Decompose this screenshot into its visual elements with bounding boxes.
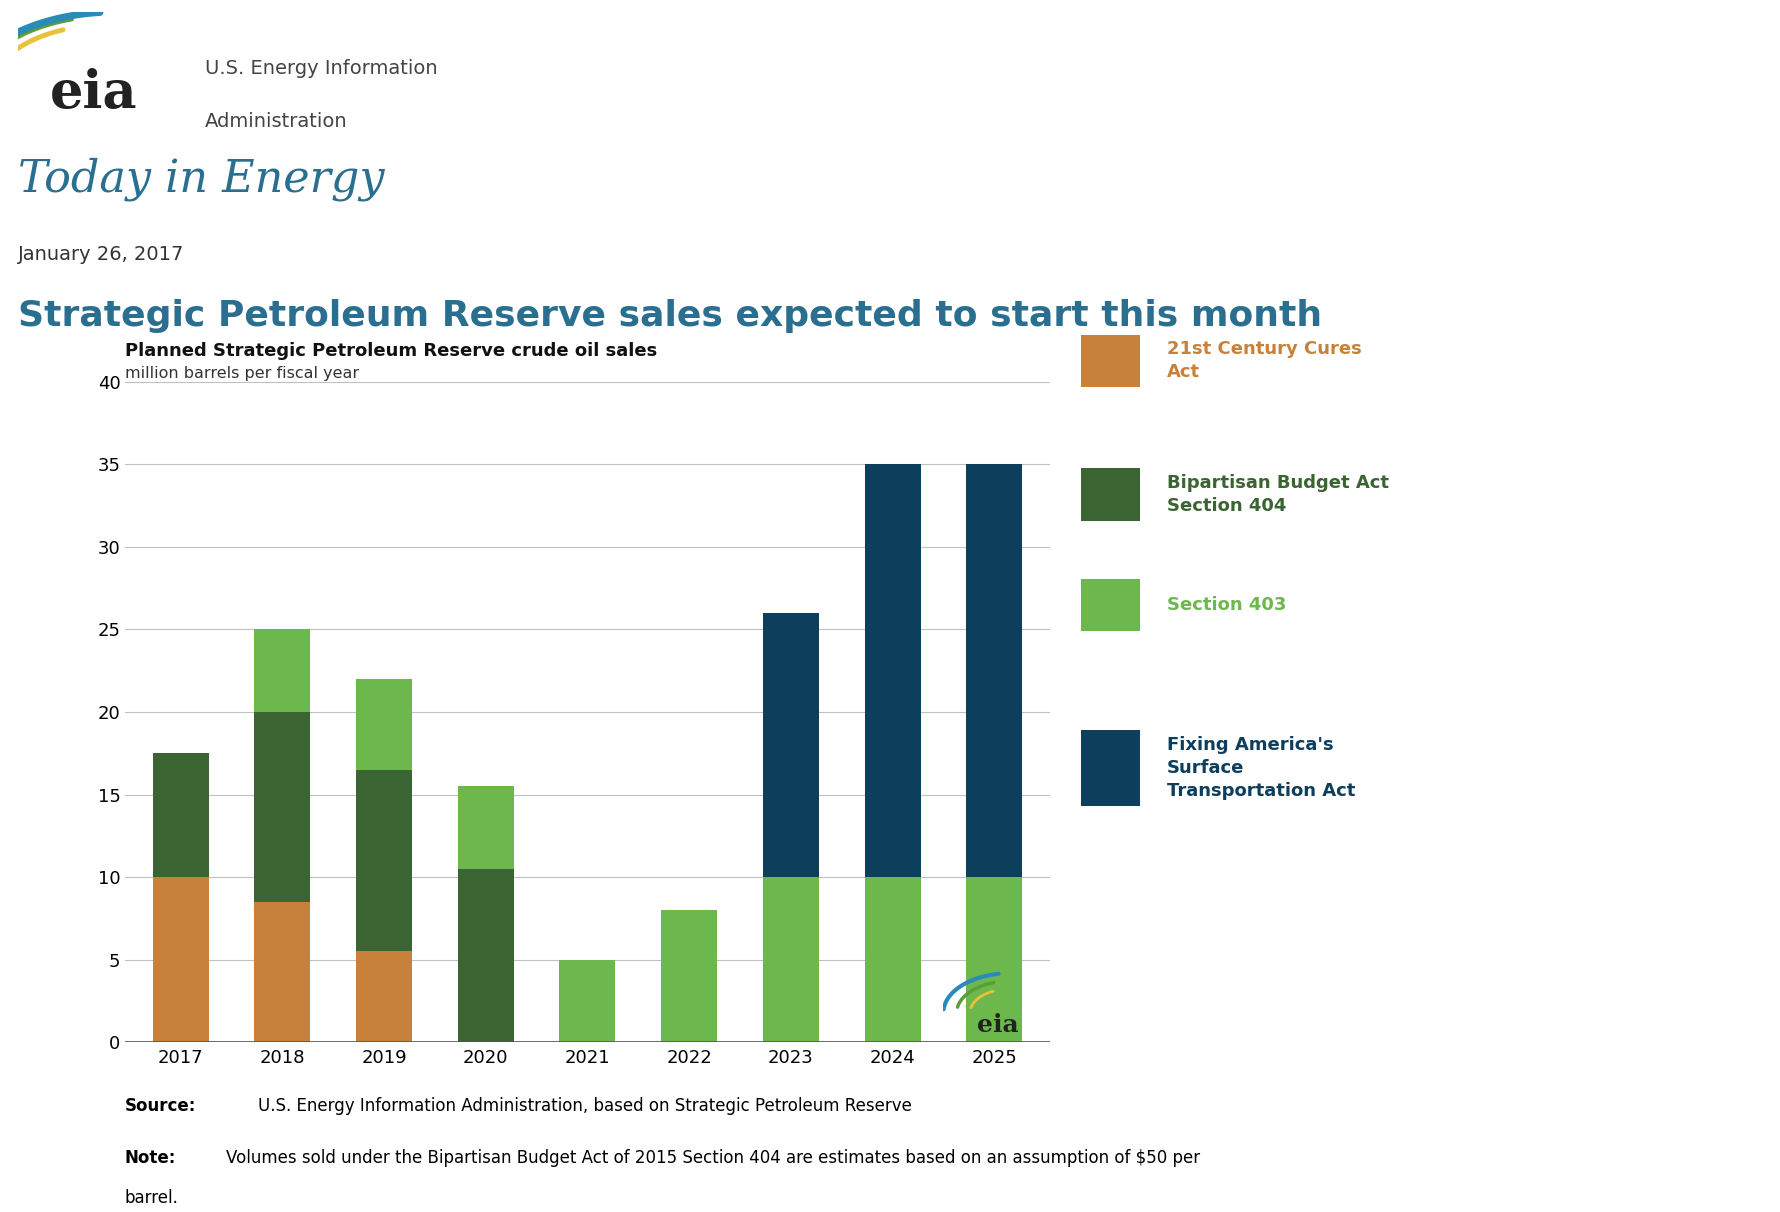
Bar xyxy=(865,877,920,1042)
Text: U.S. Energy Information Administration, based on Strategic Petroleum Reserve: U.S. Energy Information Administration, … xyxy=(258,1097,911,1115)
Text: 21st Century Cures
Act: 21st Century Cures Act xyxy=(1168,341,1362,381)
Text: eia: eia xyxy=(977,1013,1018,1037)
Text: Strategic Petroleum Reserve sales expected to start this month: Strategic Petroleum Reserve sales expect… xyxy=(18,299,1323,333)
Text: Bipartisan Budget Act
Section 404: Bipartisan Budget Act Section 404 xyxy=(1168,474,1388,515)
Bar xyxy=(764,877,819,1042)
Text: Administration: Administration xyxy=(205,113,347,131)
Text: Source:: Source: xyxy=(125,1097,196,1115)
Bar xyxy=(660,910,717,1042)
Bar xyxy=(967,877,1022,1042)
Bar xyxy=(559,960,616,1042)
Bar xyxy=(1080,468,1141,521)
Text: Note:: Note: xyxy=(125,1149,176,1167)
Text: barrel.: barrel. xyxy=(125,1189,178,1207)
Bar xyxy=(255,629,310,713)
Text: U.S. Energy Information: U.S. Energy Information xyxy=(205,59,438,78)
Text: eia: eia xyxy=(50,68,137,119)
Text: Today in Energy: Today in Energy xyxy=(18,158,384,201)
Text: Section 403: Section 403 xyxy=(1168,596,1287,614)
Bar xyxy=(1080,579,1141,631)
Bar xyxy=(1080,335,1141,387)
Text: million barrels per fiscal year: million barrels per fiscal year xyxy=(125,366,360,381)
Bar xyxy=(1080,730,1141,806)
Bar xyxy=(356,679,411,770)
Bar xyxy=(255,711,310,902)
Bar xyxy=(865,464,920,877)
Bar xyxy=(764,613,819,877)
Bar xyxy=(967,464,1022,877)
Text: January 26, 2017: January 26, 2017 xyxy=(18,245,183,264)
Bar xyxy=(255,902,310,1042)
Bar xyxy=(457,787,514,869)
Text: Planned Strategic Petroleum Reserve crude oil sales: Planned Strategic Petroleum Reserve crud… xyxy=(125,342,657,360)
Bar xyxy=(153,754,208,877)
Bar xyxy=(153,877,208,1042)
Text: Volumes sold under the Bipartisan Budget Act of 2015 Section 404 are estimates b: Volumes sold under the Bipartisan Budget… xyxy=(226,1149,1200,1167)
Bar xyxy=(457,869,514,1042)
Text: Fixing America's
Surface
Transportation Act: Fixing America's Surface Transportation … xyxy=(1168,736,1355,800)
Bar xyxy=(356,770,411,951)
Bar xyxy=(356,951,411,1042)
